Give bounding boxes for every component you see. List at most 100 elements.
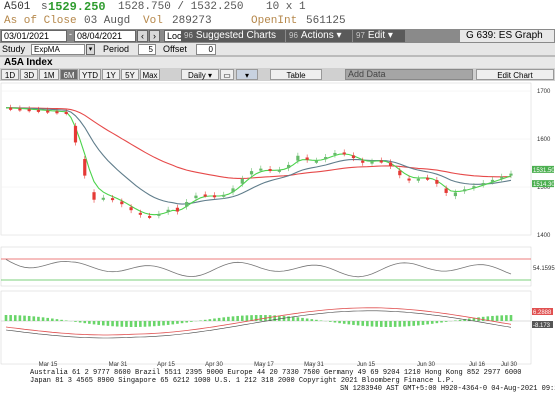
graph-title: G 639: ES Graph [460,30,554,42]
actions-menu[interactable]: 96 Actions ▾ [286,30,352,42]
macd-histogram-bar [245,315,249,321]
macd-histogram-bar [4,315,8,321]
macd-histogram-bar [152,321,156,327]
candle-body [101,197,105,200]
macd-histogram-bar [273,315,277,321]
open-interest-value: 561125 [306,15,346,27]
candle-body [453,192,458,197]
macd-histogram-bar [9,315,12,321]
candle-body [166,209,170,212]
candle-body [305,157,309,160]
macd-histogram-bar [240,315,244,321]
chart-area[interactable]: 1700 1600 1500 1400 1531.50 1514.30 54.1595 6… [0,81,555,374]
start-date-input[interactable]: 03/01/2021 [1,30,67,42]
macd-histogram-bar [278,315,281,321]
candle-body [110,198,115,201]
macd-histogram-bar [250,315,253,321]
candle-body [83,159,87,176]
candle-body [435,180,439,184]
period-button-1m[interactable]: 1M [39,69,59,80]
macd-histogram-bar [329,321,332,322]
date-separator: - [69,29,72,39]
period-button-3d[interactable]: 3D [20,69,38,80]
macd-histogram-bar [338,321,341,324]
macd-histogram-bar [361,321,365,326]
macd-histogram-bar [125,321,128,327]
volume-value: 289273 [172,15,212,27]
edit-label: Edit [367,30,386,41]
price-tag-label: 1531.50 [533,168,555,174]
table-button[interactable]: Table [270,69,322,80]
macd-histogram-bar [176,321,179,324]
candle-body [194,195,198,199]
macd-histogram-bar [115,321,119,327]
price-tag-label: 1514.30 [533,182,555,188]
end-date-input[interactable]: 08/04/2021 [74,30,136,42]
x-tick-label: Jun 30 [417,362,436,368]
edit-menu[interactable]: 97 Edit ▾ [353,30,405,42]
period-button-6m[interactable]: 6M [60,69,78,80]
macd-histogram-bar [83,321,87,324]
line-style-icon[interactable]: ▭ [220,69,234,80]
actions-label: Actions [300,30,334,41]
candle-body [370,161,374,164]
macd-tag-label: 6.2888 [533,310,552,316]
macd-histogram-bar [236,315,239,321]
macd-histogram-bar [148,321,151,327]
period-label: Period [103,44,130,54]
candle-body [324,157,328,160]
macd-histogram-bar [463,319,466,321]
as-of-date: 03 Augd [84,15,131,27]
next-range-button[interactable]: › [149,30,160,42]
period-button-5y[interactable]: 5Y [121,69,139,80]
study-select[interactable]: ExpMA [31,44,85,55]
candle-body [55,111,59,114]
prev-range-button[interactable]: ‹ [137,30,148,42]
candle-body [509,173,513,176]
candle-body [500,176,504,179]
period-button-1d[interactable]: 1D [1,69,19,80]
candle-body [203,194,207,197]
candle-body [231,188,235,193]
macd-histogram-bar [134,321,138,327]
macd-tag-label: -8.173 [533,323,551,329]
candle-body [463,189,467,192]
x-tick-label: Apr 30 [205,362,223,368]
add-data-input[interactable]: Add Data [345,69,473,80]
macd-tag-box [532,308,553,315]
footer-line-1: Australia 61 2 9777 8600 Brazil 5511 239… [30,369,522,377]
period-button-max[interactable]: Max [140,69,160,80]
price-prefix: s [41,1,48,13]
macd-signal-line [5,310,512,339]
macd-histogram-bar [259,315,263,321]
candle-body [277,169,281,172]
bid-ask: 1528.750 / 1532.250 [118,1,244,13]
offset-input[interactable]: 0 [196,44,216,55]
macd-histogram-bar [472,317,476,321]
chevron-down-icon[interactable]: ▾ [86,44,95,55]
macd-histogram-bar [13,315,17,321]
macd-histogram-bar [412,321,416,326]
candle-body [481,183,485,186]
macd-histogram-bar [347,321,351,325]
edit-chart-button[interactable]: Edit Chart [476,69,554,80]
price-chart-svg[interactable]: 1700 1600 1500 1400 1531.50 1514.30 54.1595 6… [0,81,555,374]
footer-line-3: SN 1283940 AST GMT+5:00 H920-4364-0 04-A… [340,385,555,393]
period-toolbar: 1D 3D 1M 6M YTD 1Y 5Y Max Daily ▾ ▭ ▾ Table Add… [0,68,555,81]
macd-histogram-bar [375,321,378,327]
macd-histogram-bar [366,321,369,327]
x-tick-label: May 31 [304,362,324,368]
macd-histogram-bar [46,317,49,321]
macd-histogram-bar [426,321,429,325]
period-input[interactable]: 5 [138,44,156,55]
suggested-charts-button[interactable]: 96 Suggested Charts [181,30,285,42]
macd-histogram-bar [505,315,508,321]
quote-header: A501 s 1529.250 1528.750 / 1532.250 10 x… [0,0,555,28]
frequency-select[interactable]: Daily ▾ [181,69,219,80]
macd-histogram-bar [403,321,406,327]
period-button-ytd[interactable]: YTD [79,69,101,80]
macd-histogram-bar [481,316,485,321]
period-button-1y[interactable]: 1Y [102,69,120,80]
chart-type-icon[interactable]: ▾ [236,69,258,80]
candle-body [268,169,272,172]
